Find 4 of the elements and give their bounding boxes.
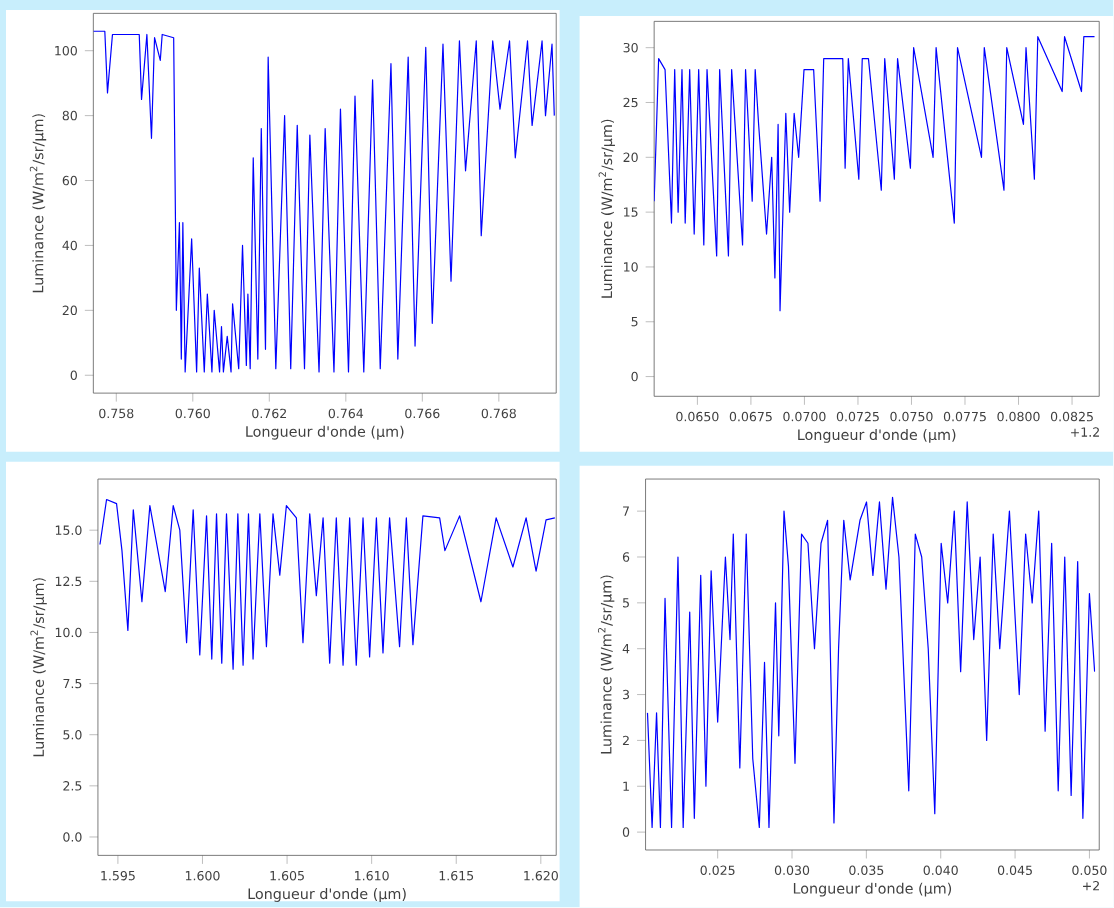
line-series bbox=[99, 498, 556, 670]
line-series bbox=[93, 30, 555, 373]
line-series bbox=[646, 496, 1096, 828]
line-series bbox=[654, 35, 1096, 312]
